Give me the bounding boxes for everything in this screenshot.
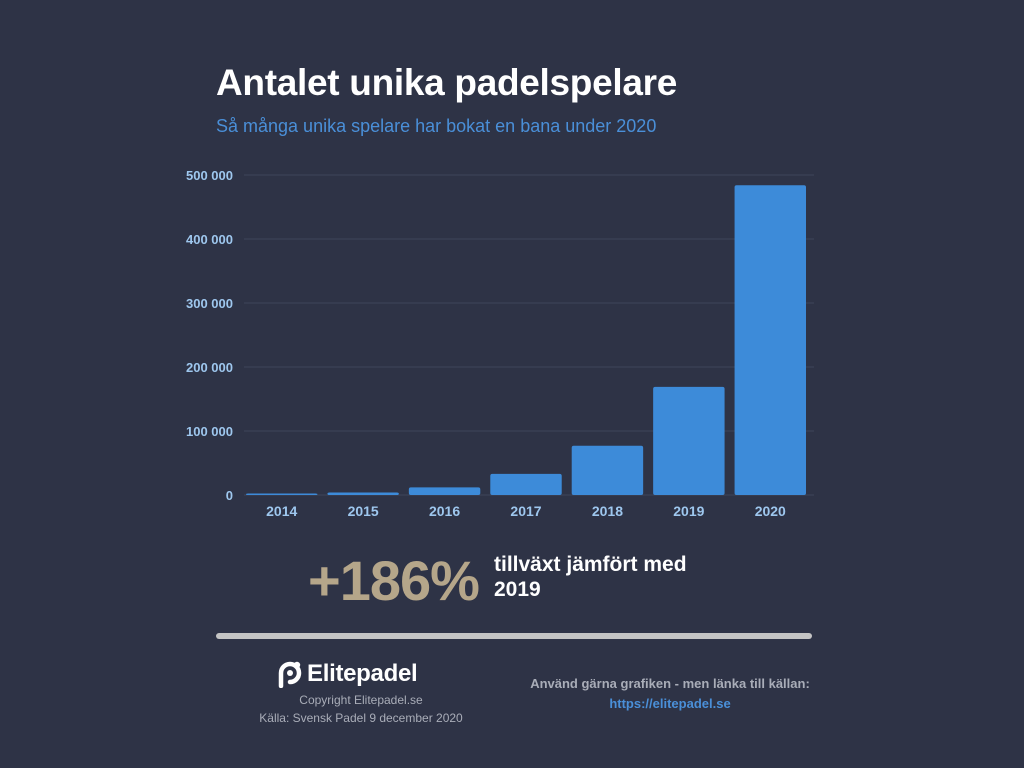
bar-2014 xyxy=(246,493,318,495)
source-link[interactable]: https://elitepadel.se xyxy=(609,696,731,711)
gridlines xyxy=(244,174,814,496)
bar-2016 xyxy=(408,487,481,495)
bar-2020 xyxy=(734,185,806,496)
bars xyxy=(246,185,806,496)
x-axis-labels: 2014 2015 2016 2017 2018 2019 2020 xyxy=(266,503,786,519)
y-tick-label: 100 000 xyxy=(186,424,233,439)
x-tick-label: 2019 xyxy=(673,503,704,519)
y-tick-label: 300 000 xyxy=(186,296,233,311)
x-tick-label: 2017 xyxy=(510,503,541,519)
usage-note: Använd gärna grafiken - men länka till k… xyxy=(530,676,810,691)
copyright-text: Copyright Elitepadel.se xyxy=(299,693,423,707)
x-tick-label: 2014 xyxy=(266,503,297,519)
bar-2015 xyxy=(327,492,399,495)
elitepadel-logo: Elitepadel xyxy=(277,658,418,690)
chart-title: Antalet unika padelspelare xyxy=(216,62,678,103)
y-tick-label: 200 000 xyxy=(186,360,233,375)
x-tick-label: 2016 xyxy=(429,503,460,519)
x-tick-label: 2015 xyxy=(348,503,379,519)
bar-chart: 0 100 000 200 000 300 000 400 000 500 000 201… xyxy=(186,168,814,519)
bar-2018 xyxy=(571,445,644,495)
logo-text: Elitepadel xyxy=(307,660,418,687)
y-tick-label: 0 xyxy=(226,488,233,503)
y-tick-label: 400 000 xyxy=(186,232,233,247)
growth-description: tillväxt jämfört med 2019 xyxy=(494,553,687,601)
bar-2017 xyxy=(490,473,562,495)
padel-racket-icon xyxy=(278,661,302,688)
y-axis-ticks: 0 100 000 200 000 300 000 400 000 500 000 xyxy=(186,168,233,503)
divider-line xyxy=(216,633,812,639)
source-text: Källa: Svensk Padel 9 december 2020 xyxy=(259,711,463,725)
x-tick-label: 2018 xyxy=(592,503,623,519)
bar-2019 xyxy=(653,386,725,495)
y-tick-label: 500 000 xyxy=(186,168,233,183)
x-tick-label: 2020 xyxy=(755,503,786,519)
chart-subtitle: Så många unika spelare har bokat en bana… xyxy=(216,116,657,136)
growth-percentage: +186% xyxy=(308,549,480,612)
